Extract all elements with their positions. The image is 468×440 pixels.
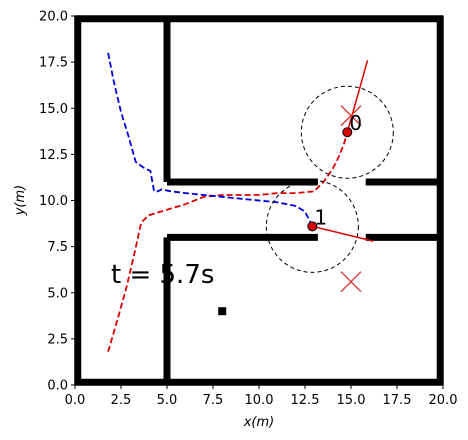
agent-label: 1 xyxy=(314,205,327,229)
x-tick-label: 7.5 xyxy=(203,393,224,408)
agent-heading-line xyxy=(346,60,369,133)
x-tick-label: 12.5 xyxy=(291,393,320,408)
y-tick-label: 7.5 xyxy=(47,240,68,255)
x-tick-label: 20.0 xyxy=(429,393,458,408)
y-tick-label: 17.5 xyxy=(39,56,68,71)
walls-layer xyxy=(74,15,444,386)
y-tick-label: 0.0 xyxy=(47,379,68,394)
x-tick-label: 5.0 xyxy=(157,393,178,408)
y-tick-label: 2.5 xyxy=(47,332,68,347)
agent-marker xyxy=(342,127,353,138)
y-tick-label: 5.0 xyxy=(47,286,68,301)
trajectory-series-1 xyxy=(107,52,314,227)
y-tick-label: 20.0 xyxy=(39,10,68,25)
agent-range-circle xyxy=(300,85,394,179)
agent-marker xyxy=(307,221,318,232)
x-axis-ticks: 0.0 2.5 5.0 7.5 10.0 12.5 15.0 17.5 20.0 xyxy=(65,385,458,408)
trajectories-layer xyxy=(107,52,349,353)
y-axis-label: y(m) xyxy=(13,185,28,217)
obstacle-marker xyxy=(218,307,227,316)
y-tick-label: 12.5 xyxy=(39,148,68,163)
x-tick-label: 2.5 xyxy=(111,393,132,408)
y-axis-ticks: 0.0 2.5 5.0 7.5 10.0 12.5 15.0 17.5 20.0 xyxy=(39,10,75,394)
x-tick-label: 17.5 xyxy=(383,393,412,408)
agent-range-circle xyxy=(265,179,359,273)
time-annotation: t = 5.7s xyxy=(111,260,214,290)
goal-marker-stroke xyxy=(340,105,362,127)
agent-label: 0 xyxy=(349,111,362,135)
trajectory-series-0 xyxy=(107,131,349,353)
y-tick-label: 10.0 xyxy=(39,194,68,209)
x-axis-label: x(m) xyxy=(243,415,275,430)
x-tick-label: 0.0 xyxy=(65,393,86,408)
agent-heading-line xyxy=(312,225,374,242)
goal-marker-stroke xyxy=(340,271,362,293)
x-tick-label: 15.0 xyxy=(337,393,366,408)
agents-layer: 01 xyxy=(265,60,394,293)
y-tick-label: 15.0 xyxy=(39,102,68,117)
x-tick-label: 10.0 xyxy=(245,393,274,408)
